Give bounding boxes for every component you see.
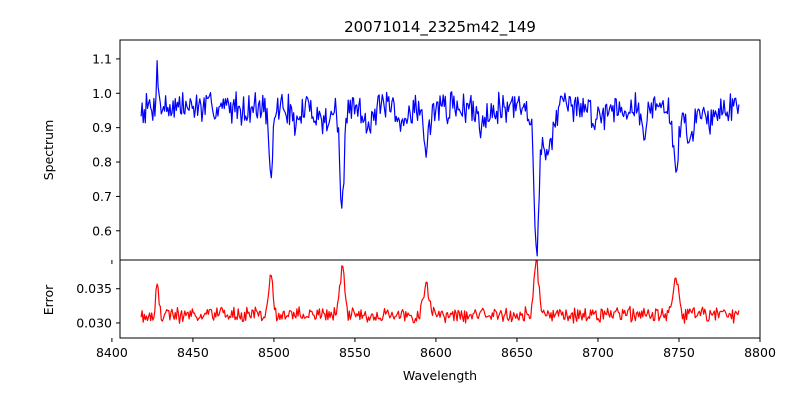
spectrum-ytick-label: 1.1 (92, 51, 112, 66)
error-line (140, 260, 740, 324)
x-axis-label: Wavelength (403, 368, 477, 383)
error-frame (119, 259, 761, 339)
spectrum-ytick-label: 0.8 (92, 155, 112, 170)
spectrum-ytick-label: 0.7 (92, 189, 112, 204)
error-series (140, 260, 740, 324)
spectrum-ylabel: Spectrum (41, 120, 56, 181)
xtick-label: 8800 (744, 345, 776, 360)
error-y-axis: 0.030 0.035 (76, 281, 120, 330)
x-axis: 8400 8450 8500 8550 8600 8650 8700 8750 8800 (96, 338, 776, 360)
error-ytick-label: 0.030 (76, 315, 112, 330)
spectrum-y-axis: 0.6 0.7 0.8 0.9 1.0 1.1 (92, 51, 120, 238)
spectrum-ytick-label: 0.9 (92, 120, 112, 135)
error-ylabel: Error (41, 284, 56, 315)
spectrum-panel: 0.6 0.7 0.8 0.9 1.0 1.1 Spectrum (41, 39, 761, 264)
error-ytick-label: 0.035 (76, 281, 112, 296)
xtick-label: 8700 (582, 345, 614, 360)
xtick-label: 8450 (177, 345, 209, 360)
spectrum-ytick-label: 0.6 (92, 223, 112, 238)
spectrum-line (140, 60, 740, 257)
xtick-label: 8650 (501, 345, 533, 360)
spectrum-series (140, 60, 740, 257)
spectrum-ytick-label: 1.0 (92, 86, 112, 101)
xtick-label: 8750 (663, 345, 695, 360)
xtick-label: 8600 (420, 345, 452, 360)
xtick-label: 8400 (96, 345, 128, 360)
xtick-label: 8500 (258, 345, 290, 360)
chart-title: 20071014_2325m42_149 (344, 18, 536, 37)
xtick-label: 8550 (339, 345, 371, 360)
